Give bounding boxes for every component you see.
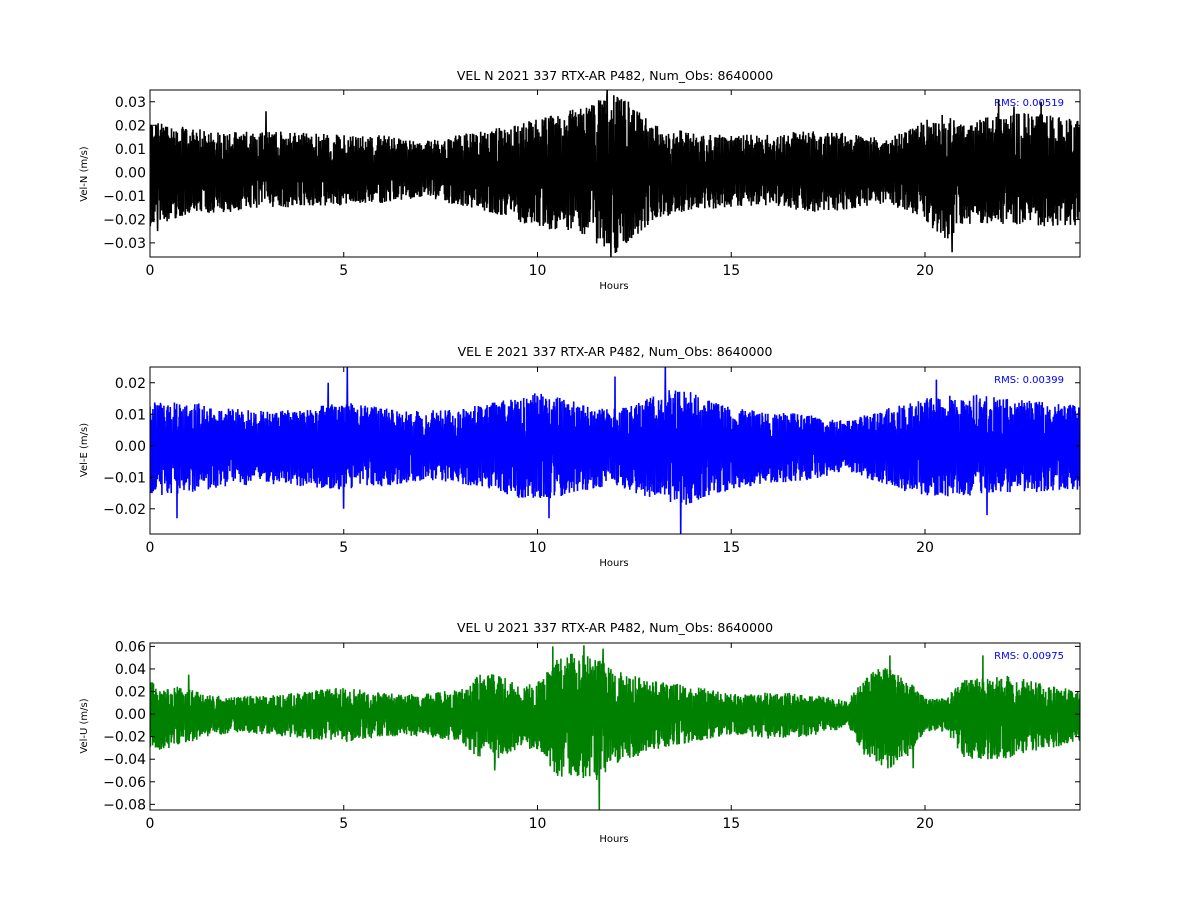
x-tick-label: 15: [722, 263, 740, 279]
y-axis-label: Vel-U (m/s): [79, 698, 90, 753]
y-tick-label: −0.01: [103, 470, 146, 486]
x-tick-label: 5: [339, 263, 348, 279]
x-tick-label: 0: [146, 816, 155, 832]
x-tick-label: 10: [529, 263, 547, 279]
plot-area: 0 5 10 15 20 −0.03 −0.02 −0.01 0.00 0.01 0.02 0.03: [103, 89, 1081, 279]
x-tick-label: 0: [146, 263, 155, 279]
y-tick-label: −0.02: [103, 730, 146, 746]
plot-frame: [149, 366, 1081, 535]
y-tick-label: −0.03: [103, 236, 146, 252]
y-tick-label: −0.02: [103, 502, 146, 518]
chart-title: VEL N 2021 337 RTX-AR P482, Num_Obs: 864…: [457, 68, 773, 83]
x-tick-label: 15: [722, 816, 740, 832]
rms-label: RMS: 0.00519: [994, 98, 1064, 109]
y-tick-label: 0.02: [115, 118, 146, 134]
plot-frame: [149, 89, 1081, 258]
x-axis-label: Hours: [599, 281, 628, 292]
y-tick-label: −0.02: [103, 212, 146, 228]
y-tick-label: −0.06: [103, 775, 146, 791]
y-tick-label: 0.06: [115, 639, 146, 655]
plot-frame: [149, 642, 1081, 811]
series-line: [150, 645, 1080, 810]
chart-panel-vel-e: VEL E 2021 337 RTX-AR P482, Num_Obs: 864…: [79, 344, 1081, 569]
x-tick-label: 10: [529, 540, 547, 556]
y-tick-label: 0.01: [115, 407, 146, 423]
y-tick-label: 0.02: [115, 376, 146, 392]
y-tick-label: 0.01: [115, 142, 146, 158]
plot-area: 0 5 10 15 20 −0.08 −0.06 −0.04 −0.02 0.00 0.02 0.04…: [103, 639, 1081, 832]
y-tick-label: 0.02: [115, 685, 146, 701]
x-axis-label: Hours: [599, 834, 628, 845]
x-tick-label: 20: [916, 816, 934, 832]
x-tick-label: 5: [339, 816, 348, 832]
x-tick-label: 10: [529, 816, 547, 832]
plot-area: 0 5 10 15 20 −0.02 −0.01 0.00 0.01 0.02: [103, 366, 1081, 556]
y-tick-label: 0.04: [115, 662, 146, 678]
y-tick-label: −0.01: [103, 189, 146, 205]
y-axis-label: Vel-E (m/s): [79, 423, 90, 477]
x-tick-label: 15: [722, 540, 740, 556]
rms-label: RMS: 0.00975: [994, 651, 1064, 662]
y-axis-label: Vel-N (m/s): [79, 146, 90, 201]
x-tick-label: 20: [916, 263, 934, 279]
x-tick-label: 20: [916, 540, 934, 556]
y-tick-label: −0.08: [103, 797, 146, 813]
chart-panel-vel-u: VEL U 2021 337 RTX-AR P482, Num_Obs: 864…: [79, 620, 1081, 845]
y-tick-label: 0.00: [115, 165, 146, 181]
x-tick-label: 5: [339, 540, 348, 556]
x-axis-label: Hours: [599, 558, 628, 569]
y-tick-label: 0.03: [115, 95, 146, 111]
chart-title: VEL U 2021 337 RTX-AR P482, Num_Obs: 864…: [457, 620, 773, 635]
series-line: [150, 367, 1080, 534]
series-line: [150, 90, 1080, 257]
rms-label: RMS: 0.00399: [994, 375, 1064, 386]
chart-title: VEL E 2021 337 RTX-AR P482, Num_Obs: 864…: [458, 344, 773, 359]
chart-panel-vel-n: VEL N 2021 337 RTX-AR P482, Num_Obs: 864…: [79, 68, 1081, 292]
y-tick-label: 0.00: [115, 707, 146, 723]
x-tick-label: 0: [146, 540, 155, 556]
y-tick-label: 0.00: [115, 439, 146, 455]
y-tick-label: −0.04: [103, 752, 146, 768]
